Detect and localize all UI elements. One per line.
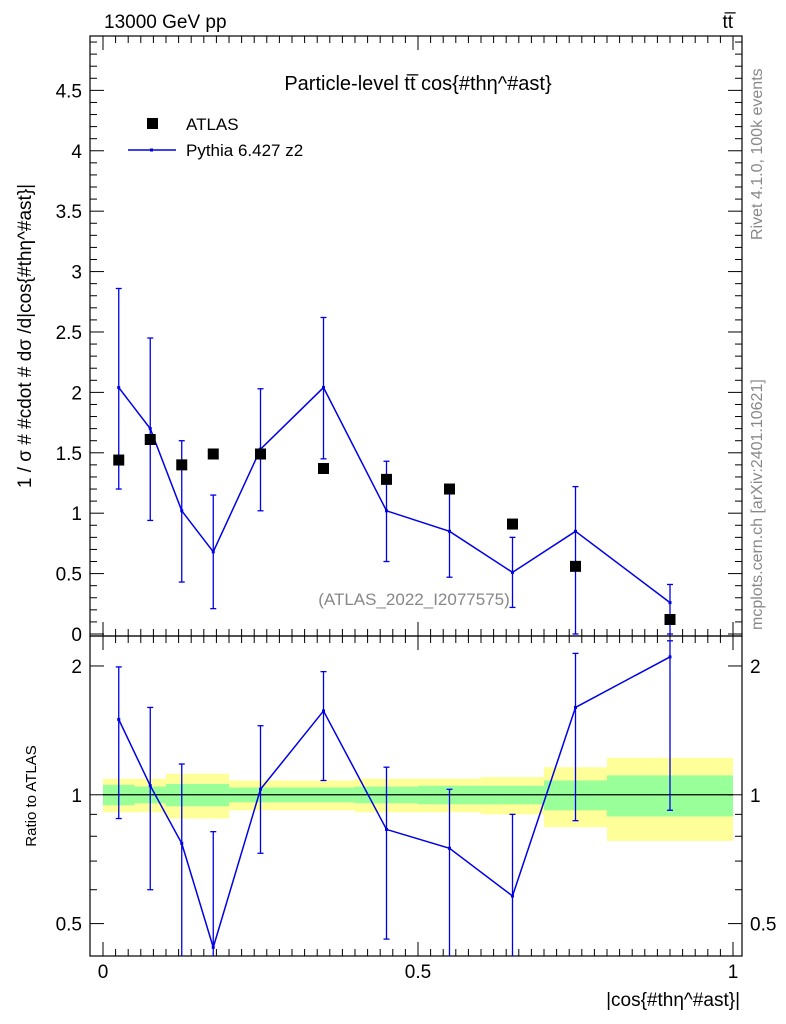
- legend-mc-marker: [150, 148, 153, 152]
- ratio-point: [259, 787, 262, 791]
- x-tick-label: 1: [728, 962, 739, 983]
- ratio-point: [668, 655, 672, 659]
- data-point: [570, 560, 581, 572]
- ratio-point: [322, 709, 325, 713]
- y-tick-label: 0: [71, 625, 82, 646]
- mc-line: [118, 386, 671, 604]
- ratio-point: [574, 705, 577, 709]
- data-point: [444, 483, 455, 495]
- data-series: [113, 433, 676, 626]
- mc-point: [180, 509, 184, 513]
- ratio-y-tick-label: 1: [71, 786, 82, 807]
- ratio-point: [117, 717, 121, 721]
- data-point: [144, 433, 156, 445]
- ratio-y-tick-label-right: 0.5: [750, 915, 776, 936]
- data-point: [381, 473, 392, 485]
- ratio-uncertainty-bands: [103, 757, 733, 841]
- energy-label: 13000 GeV pp: [104, 12, 227, 33]
- mc-point: [668, 601, 672, 605]
- mc-point: [211, 550, 215, 554]
- legend-data-label: ATLAS: [186, 115, 239, 134]
- y-tick-label: 3: [71, 263, 82, 284]
- data-point: [176, 459, 188, 471]
- ratio-y-tick-label: 0.5: [56, 915, 82, 936]
- main-y-axis: 0 0.5 1 1.5 2 2.5 3 3.5 4 4.5: [56, 41, 742, 646]
- ratio-y-label: Ratio to ATLAS: [23, 745, 40, 846]
- y-tick-label: 1.5: [56, 444, 82, 465]
- ratio-y-tick-label-right: 1: [750, 786, 761, 807]
- legend: ATLAS Pythia 6.427 z2: [128, 115, 303, 160]
- mc-point: [448, 529, 451, 533]
- data-point: [507, 518, 518, 530]
- ratio-mc-series: [115, 640, 673, 956]
- plot-title: Particle-level tt̅ cos{#thη^#ast}: [284, 73, 552, 95]
- ratio-point: [180, 841, 184, 845]
- ratio-point: [511, 894, 514, 898]
- mc-series: [115, 287, 673, 635]
- mc-point: [148, 427, 152, 431]
- ratio-point: [148, 784, 152, 788]
- y-tick-label: 4: [71, 142, 82, 163]
- ratio-plot: 0.5 0.51 12 2 0 0.5 1 Ratio to ATLAS |cos{#th…: [23, 635, 777, 1011]
- main-x-axis-ticks: [102, 36, 734, 636]
- process-label: tt̅: [722, 12, 736, 33]
- data-point: [113, 454, 125, 466]
- ratio-y-axis: 0.5 0.5 1 1 2 2: [56, 657, 777, 936]
- main-y-label: 1 / σ # #cdot # dσ /d|cos{#thη^#ast}|: [15, 184, 36, 488]
- mc-point: [574, 529, 577, 533]
- legend-mc-label: Pythia 6.427 z2: [186, 141, 303, 160]
- source-label: mcplots.cern.ch [arXiv:2401.10621]: [749, 379, 766, 630]
- y-tick-label: 2.5: [56, 323, 82, 344]
- y-tick-label: 4.5: [56, 81, 82, 102]
- ratio-x-axis: 0 0.5 1: [98, 636, 739, 983]
- mc-point: [385, 509, 388, 513]
- y-tick-label: 2: [71, 383, 82, 404]
- ratio-plot-frame: [89, 635, 743, 957]
- y-tick-label: 3.5: [56, 202, 82, 223]
- mc-point: [511, 570, 514, 574]
- ratio-point: [448, 846, 451, 850]
- x-tick-label: 0.5: [405, 962, 431, 983]
- legend-data-marker: [147, 118, 158, 129]
- ratio-y-tick-label: 2: [71, 657, 82, 678]
- ratio-point: [385, 827, 388, 831]
- data-point: [664, 614, 676, 626]
- ratio-point: [211, 945, 215, 949]
- data-point: [318, 462, 329, 474]
- y-tick-label: 0.5: [56, 565, 82, 586]
- ratio-y-tick-label-right: 2: [750, 657, 761, 678]
- mc-point: [117, 386, 121, 390]
- data-point: [255, 448, 266, 460]
- x-tick-label: 0: [98, 962, 109, 983]
- data-point: [207, 448, 219, 460]
- rivet-label: Rivet 4.1.0, 100k events: [749, 68, 766, 240]
- main-plot: 0 0.5 1 1.5 2 2.5 3 3.5 4 4.5 Particle-level tt̅ …: [15, 35, 743, 646]
- y-tick-label: 1: [71, 504, 82, 525]
- analysis-id: (ATLAS_2022_I2077575): [318, 590, 510, 609]
- x-axis-label: |cos{#thη^#ast}|: [606, 990, 740, 1011]
- mc-point: [322, 386, 325, 390]
